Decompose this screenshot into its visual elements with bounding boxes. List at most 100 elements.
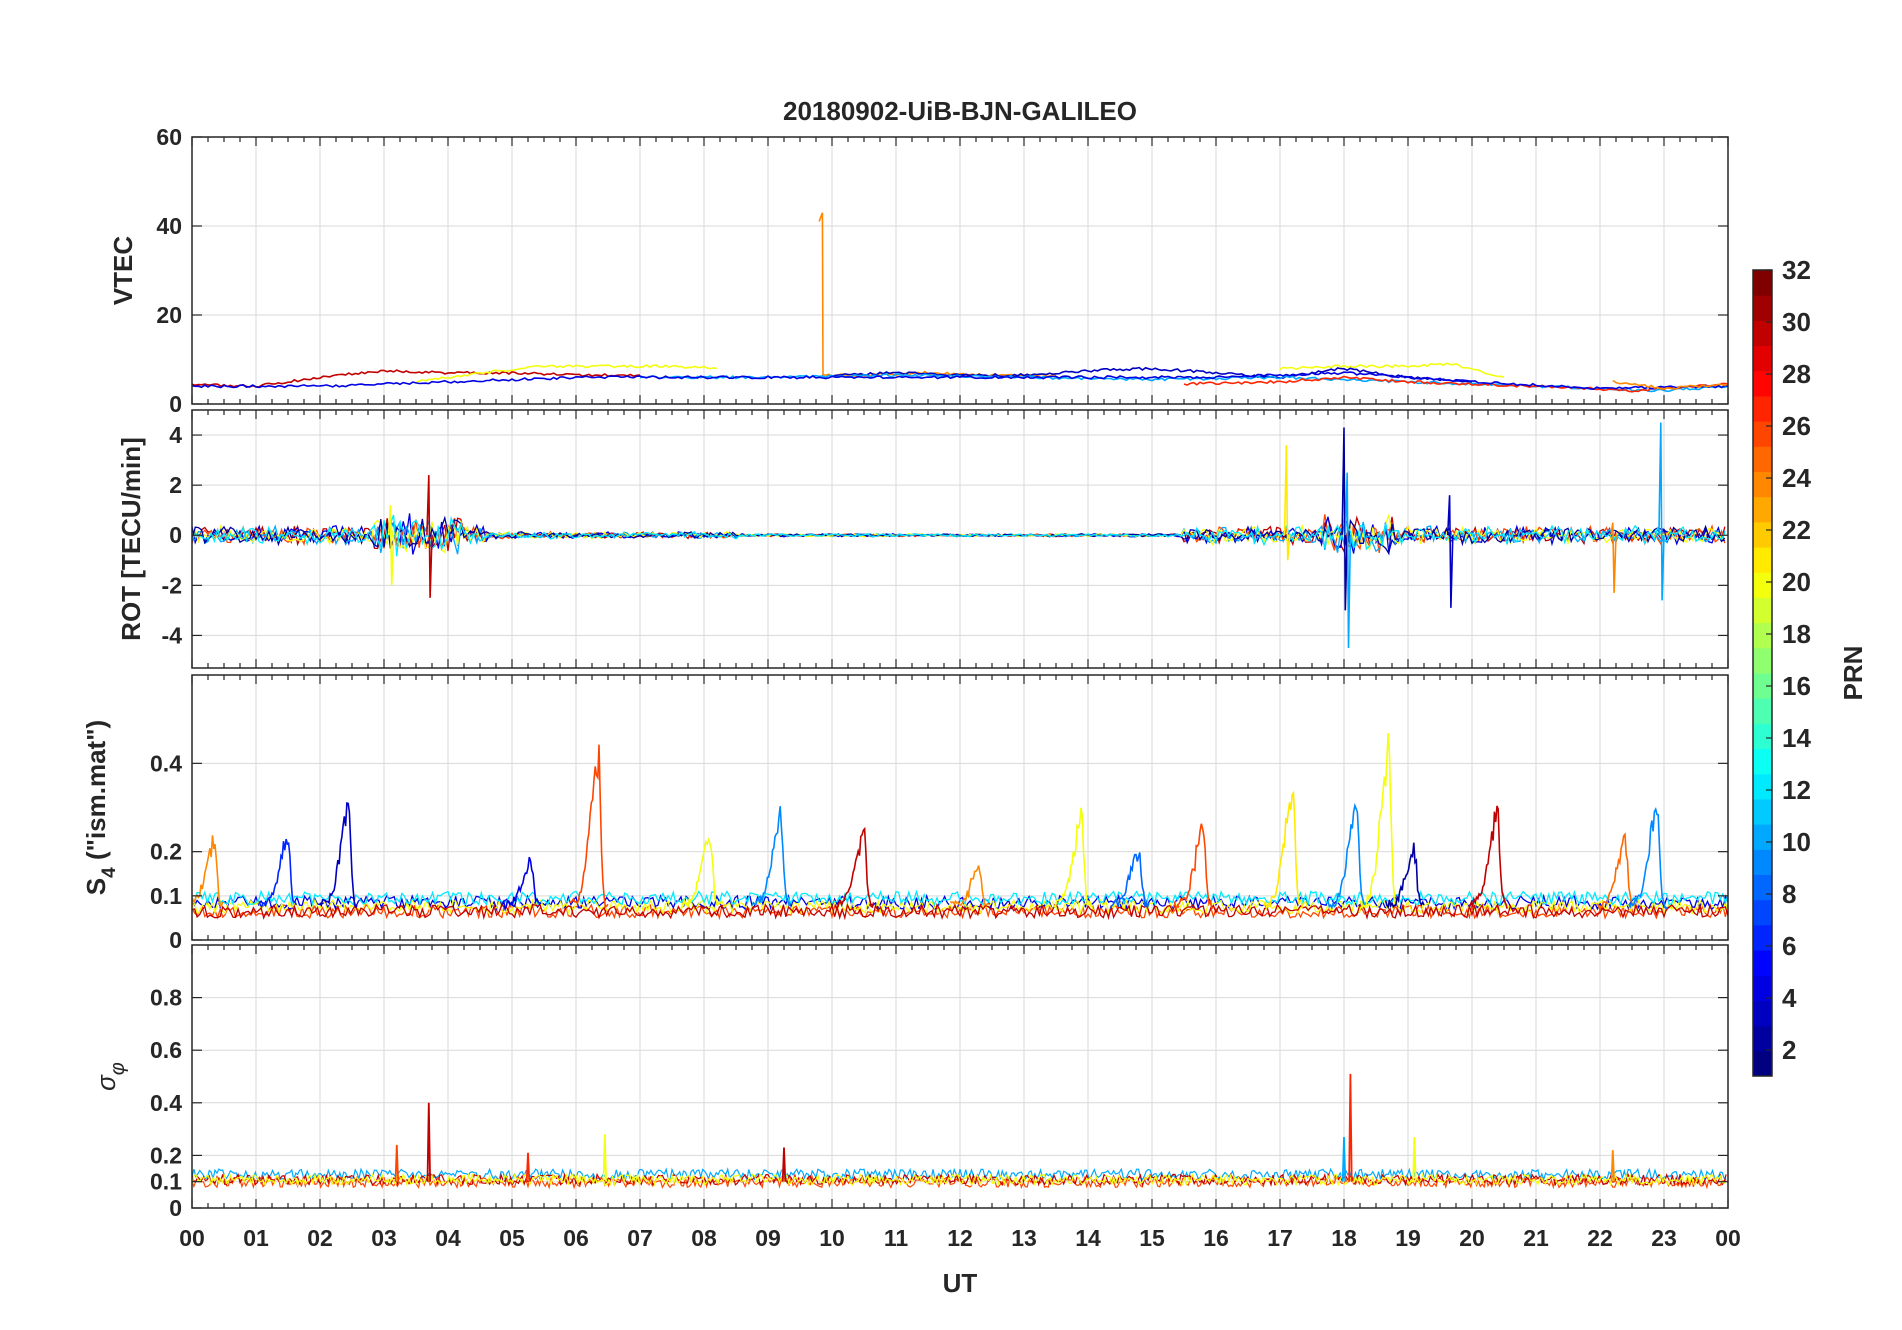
colorbar-swatch xyxy=(1753,824,1772,850)
colorbar-swatch xyxy=(1753,421,1772,447)
y-tick-label: 0 xyxy=(169,1195,182,1221)
colorbar-swatch xyxy=(1753,1025,1772,1052)
vtec-series-prn-27 xyxy=(1183,375,1728,393)
x-tick-label: 06 xyxy=(563,1225,589,1251)
s4-peak-prn-4 xyxy=(501,856,542,911)
sigma-spike-prn-27 xyxy=(1348,1073,1353,1182)
y-axis-label: σφ xyxy=(91,1062,129,1091)
rot-series-prn-12 xyxy=(192,514,1726,557)
panel-vtec: 0 20 40 60 VTEC xyxy=(108,124,1729,417)
sigma-spike-prn-10 xyxy=(1341,1136,1347,1182)
x-tick-label: 07 xyxy=(627,1225,653,1251)
x-tick-label: 03 xyxy=(371,1225,397,1251)
colorbar-swatch xyxy=(1753,345,1772,372)
series-group xyxy=(192,733,1728,921)
colorbar-swatch xyxy=(1753,1050,1772,1077)
colorbar-tick-label: 32 xyxy=(1782,255,1811,285)
y-tick-label: 0.8 xyxy=(150,985,182,1011)
series-group xyxy=(192,1073,1727,1190)
colorbar-swatch xyxy=(1753,547,1772,573)
colorbar-swatch xyxy=(1753,950,1772,976)
x-tick-label: 20 xyxy=(1459,1225,1485,1251)
colorbar-swatch xyxy=(1753,874,1772,901)
rot-spike-prn-10 xyxy=(1344,472,1352,649)
colorbar-swatch xyxy=(1753,849,1772,875)
vtec-series-prn-20 xyxy=(1279,362,1505,379)
x-tick-label: 10 xyxy=(819,1225,845,1251)
rot-spike-prn-24 xyxy=(1610,522,1617,593)
colorbar-label: PRN xyxy=(1838,646,1868,701)
x-tick-label: 00 xyxy=(179,1225,205,1251)
colorbar-swatch xyxy=(1753,471,1772,498)
y-tick-label: 40 xyxy=(156,213,182,239)
x-tick-label: 02 xyxy=(307,1225,333,1251)
x-tick-label: 09 xyxy=(755,1225,781,1251)
colorbar-tick-label: 24 xyxy=(1782,463,1811,493)
vtec-series-prn-24 xyxy=(818,212,1057,378)
s4-peak-prn-24 xyxy=(192,835,224,907)
colorbar-tick-label: 20 xyxy=(1782,567,1811,597)
colorbar-swatch xyxy=(1753,270,1772,296)
colorbar-swatch xyxy=(1753,924,1772,951)
y-tick-label: 4 xyxy=(169,422,182,448)
colorbar-tick-label: 2 xyxy=(1782,1035,1796,1065)
sigma-spike-prn-30 xyxy=(781,1147,787,1182)
sigma-spike-prn-27 xyxy=(525,1152,531,1182)
colorbar-swatch xyxy=(1753,370,1772,397)
y-tick-label: 0.4 xyxy=(150,1090,182,1116)
x-tick-label: 23 xyxy=(1651,1225,1677,1251)
s4-baseline-prn-30 xyxy=(192,902,1728,921)
s4-peak-prn-9 xyxy=(1327,802,1368,911)
x-tick-label: 22 xyxy=(1587,1225,1613,1251)
y-axis-label: VTEC xyxy=(108,236,138,306)
colorbar-swatch xyxy=(1753,673,1772,699)
colorbar-tick-label: 22 xyxy=(1782,515,1811,545)
colorbar-tick-label: 12 xyxy=(1782,775,1811,805)
x-tick-label: 11 xyxy=(884,1225,909,1251)
chart-title: 20180902-UiB-BJN-GALILEO xyxy=(783,96,1137,126)
colorbar-tick-label: 26 xyxy=(1782,411,1811,441)
colorbar-swatch xyxy=(1753,622,1772,649)
y-tick-label: 0.1 xyxy=(150,883,182,909)
s4-peak-prn-30 xyxy=(834,826,875,910)
s4-peak-prn-21 xyxy=(1263,790,1304,911)
y-tick-label: 2 xyxy=(169,472,182,498)
y-tick-label: 0.1 xyxy=(150,1169,182,1195)
colorbar-swatch xyxy=(1753,597,1772,624)
colorbar-swatch xyxy=(1753,320,1772,347)
rot-spike-prn-10 xyxy=(1658,422,1665,601)
vtec-series-prn-10 xyxy=(639,373,1728,393)
x-tick-label: 13 xyxy=(1011,1225,1037,1251)
y-tick-label: 0.4 xyxy=(150,750,182,776)
colorbar-tick-label: 14 xyxy=(1782,723,1811,753)
s4-peak-prn-24 xyxy=(949,865,989,907)
y-tick-label: 0 xyxy=(169,522,182,548)
y-axis-label: ROT [TECU/min] xyxy=(116,437,146,641)
colorbar-tick-label: 6 xyxy=(1782,931,1796,961)
s4-peak-prn-6 xyxy=(258,838,298,908)
vtec-series-prn-4 xyxy=(192,371,1728,391)
colorbar-swatch xyxy=(1753,496,1772,523)
colorbar-swatch xyxy=(1753,446,1772,472)
x-tick-label: 19 xyxy=(1395,1225,1421,1251)
y-tick-label: 0.6 xyxy=(150,1037,182,1063)
vtec-series-prn-20 xyxy=(415,364,717,384)
colorbar-tick-label: 8 xyxy=(1782,879,1796,909)
s4-peak-prn-2 xyxy=(1384,842,1425,910)
colorbar-swatch xyxy=(1753,521,1772,548)
x-tick-label: 14 xyxy=(1075,1225,1101,1251)
rot-spike-prn-20 xyxy=(387,505,395,586)
sigma-series-prn-20 xyxy=(192,1172,1727,1187)
colorbar-tick-label: 30 xyxy=(1782,307,1811,337)
colorbar-swatch xyxy=(1753,798,1772,825)
colorbar-swatch xyxy=(1753,899,1772,926)
x-tick-label: 04 xyxy=(435,1225,461,1251)
s4-peak-prn-3 xyxy=(319,802,358,909)
s4-peak-prn-25 xyxy=(1596,832,1636,911)
rot-spike-prn-21 xyxy=(1283,445,1291,561)
rot-spike-prn-30 xyxy=(426,475,433,598)
colorbar-tick-label: 18 xyxy=(1782,619,1811,649)
